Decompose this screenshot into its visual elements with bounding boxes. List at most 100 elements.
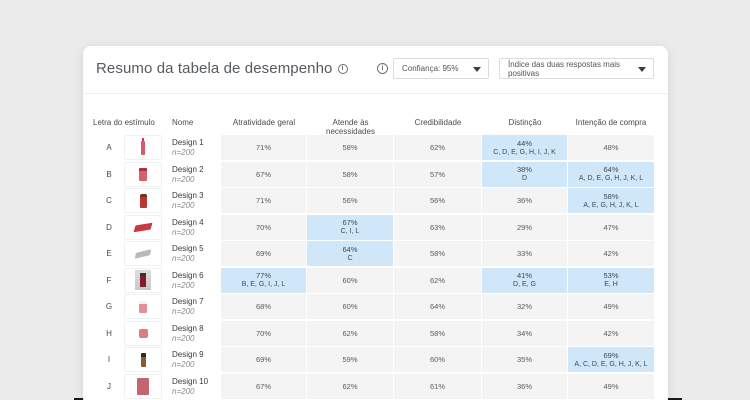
cell-significance: A, E, G, H, J, K, L (583, 201, 639, 209)
confidence-select[interactable]: Confiança: 95% (393, 58, 489, 79)
pink-jar-icon (139, 167, 147, 181)
cell-purchase-intent: 47% (568, 214, 654, 240)
index-select[interactable]: Índice das duas respostas mais positivas (499, 58, 654, 79)
pink-bottle-icon (141, 137, 145, 155)
sample-size: n=200 (172, 227, 195, 237)
cell-distinction: 38% D (482, 161, 567, 187)
table-row: J Design 10 n=200 67% 62% 61% 36% 49% (83, 373, 668, 399)
info-icon[interactable]: i (337, 63, 348, 74)
stimulus-letter: C (106, 196, 112, 205)
cell-attractiveness: 70% (221, 214, 306, 240)
cell-value: 60% (342, 275, 358, 285)
cell-purchase-intent: 69% A, C, D, E, G, H, J, K, L (568, 347, 654, 372)
cell-attractiveness: 67% (221, 373, 306, 399)
cell-purchase-intent: 42% (568, 320, 654, 346)
cell-needs: 56% (307, 188, 393, 213)
cell-value: 58% (603, 191, 619, 201)
cell-value: 56% (342, 196, 358, 205)
product-thumbnail (124, 347, 162, 372)
stimulus-letter: E (106, 249, 112, 258)
design-name: Design 9 n=200 (172, 350, 204, 370)
page-title-text: Resumo da tabela de desempenho (96, 60, 333, 77)
table-row: C Design 3 n=200 71% 56% 56% 36% 58% A, E… (83, 188, 668, 213)
product-thumbnail (124, 188, 162, 213)
stimulus-letter: H (106, 328, 112, 338)
cell-needs: 60% (307, 294, 393, 319)
caret-down-icon (473, 67, 481, 72)
cell-value: 69% (603, 350, 619, 360)
design-name: Design 3 n=200 (172, 191, 204, 211)
cell-needs: 58% (307, 161, 393, 187)
product-thumbnail (124, 373, 162, 399)
cell-needs: 62% (307, 373, 393, 399)
cell-credibility: 62% (394, 135, 481, 160)
stimulus-letter: D (106, 222, 112, 232)
cell-value: 60% (429, 355, 445, 364)
cell-value: 49% (603, 302, 619, 311)
cell-distinction: 33% (482, 241, 567, 266)
cell-value: 29% (516, 222, 532, 232)
column-header-letter[interactable]: Letra do estímulo (93, 118, 155, 127)
pink-pouch-icon (137, 377, 149, 395)
product-thumbnail (124, 135, 162, 160)
cell-distinction: 34% (482, 320, 567, 346)
cell-distinction: 41% D, E, G (482, 267, 567, 293)
cell-needs: 67% C, I, L (307, 214, 393, 240)
cell-value: 58% (342, 143, 358, 152)
cell-needs: 64% C (307, 241, 393, 266)
cell-value: 64% (342, 244, 358, 254)
design-name-text: Design 1 (172, 138, 204, 147)
column-header-needs[interactable]: Atende às necessidades (326, 118, 375, 136)
design-name: Design 2 n=200 (172, 165, 204, 185)
info-icon[interactable]: i (377, 63, 388, 74)
cell-significance: D, E, G (513, 281, 536, 288)
cell-value: 36% (516, 196, 532, 205)
design-name-text: Design 9 (172, 350, 204, 359)
product-thumbnail (124, 294, 162, 319)
confidence-select-label: Confiança: 95% (402, 64, 459, 73)
table-row: B Design 2 n=200 67% 58% 57% 38% D 64% A, … (83, 161, 668, 187)
design-name: Design 1 n=200 (172, 138, 204, 158)
design-name: Design 8 n=200 (172, 324, 204, 344)
column-header-purchase-intent[interactable]: Intenção de compra (575, 118, 647, 127)
cell-value: 62% (429, 143, 445, 152)
sample-size: n=200 (172, 307, 195, 316)
card-header: Resumo da tabela de desempenho i i Confi… (83, 46, 668, 94)
product-thumbnail (124, 214, 162, 240)
column-header-name[interactable]: Nome (172, 118, 194, 127)
cell-value: 62% (342, 328, 358, 338)
index-select-label: Índice das duas respostas mais positivas (508, 59, 621, 78)
product-thumbnail (124, 161, 162, 187)
sample-size: n=200 (172, 360, 195, 369)
cell-value: 71% (255, 143, 271, 152)
cell-value: 58% (429, 249, 445, 258)
design-name: Design 6 n=200 (172, 271, 204, 291)
cell-credibility: 60% (394, 347, 481, 372)
cell-distinction: 35% (482, 347, 567, 372)
cell-significance: A, C, D, E, G, H, J, K, L (574, 360, 648, 368)
cell-credibility: 57% (394, 161, 481, 187)
gray-box-icon (134, 248, 152, 259)
page-title: Resumo da tabela de desempenho i (96, 60, 348, 77)
cell-credibility: 56% (394, 188, 481, 213)
design-name-text: Design 6 (172, 270, 204, 280)
cell-distinction: 29% (482, 214, 567, 240)
cell-purchase-intent: 49% (568, 294, 654, 319)
table-row: I Design 9 n=200 69% 59% 60% 35% 69% A, C… (83, 347, 668, 372)
cell-value: 56% (429, 196, 445, 205)
column-header-credibility[interactable]: Credibilidade (414, 118, 462, 127)
cell-attractiveness: 67% (221, 161, 306, 187)
cell-value: 34% (516, 328, 532, 338)
cell-attractiveness: 69% (221, 347, 306, 372)
design-name: Design 4 n=200 (172, 218, 204, 238)
table-row: A Design 1 n=200 71% 58% 62% 44% C, D, E,… (83, 135, 668, 160)
cell-value: 69% (255, 249, 271, 258)
cell-attractiveness: 69% (221, 241, 306, 266)
column-header-distinction[interactable]: Distinção (508, 118, 542, 127)
product-thumbnail (124, 320, 162, 346)
cell-value: 69% (255, 355, 271, 364)
cell-credibility: 64% (394, 294, 481, 319)
column-header-attractiveness[interactable]: Atratividade geral (232, 118, 296, 127)
cell-attractiveness: 70% (221, 320, 306, 346)
cell-significance: C (347, 254, 353, 262)
